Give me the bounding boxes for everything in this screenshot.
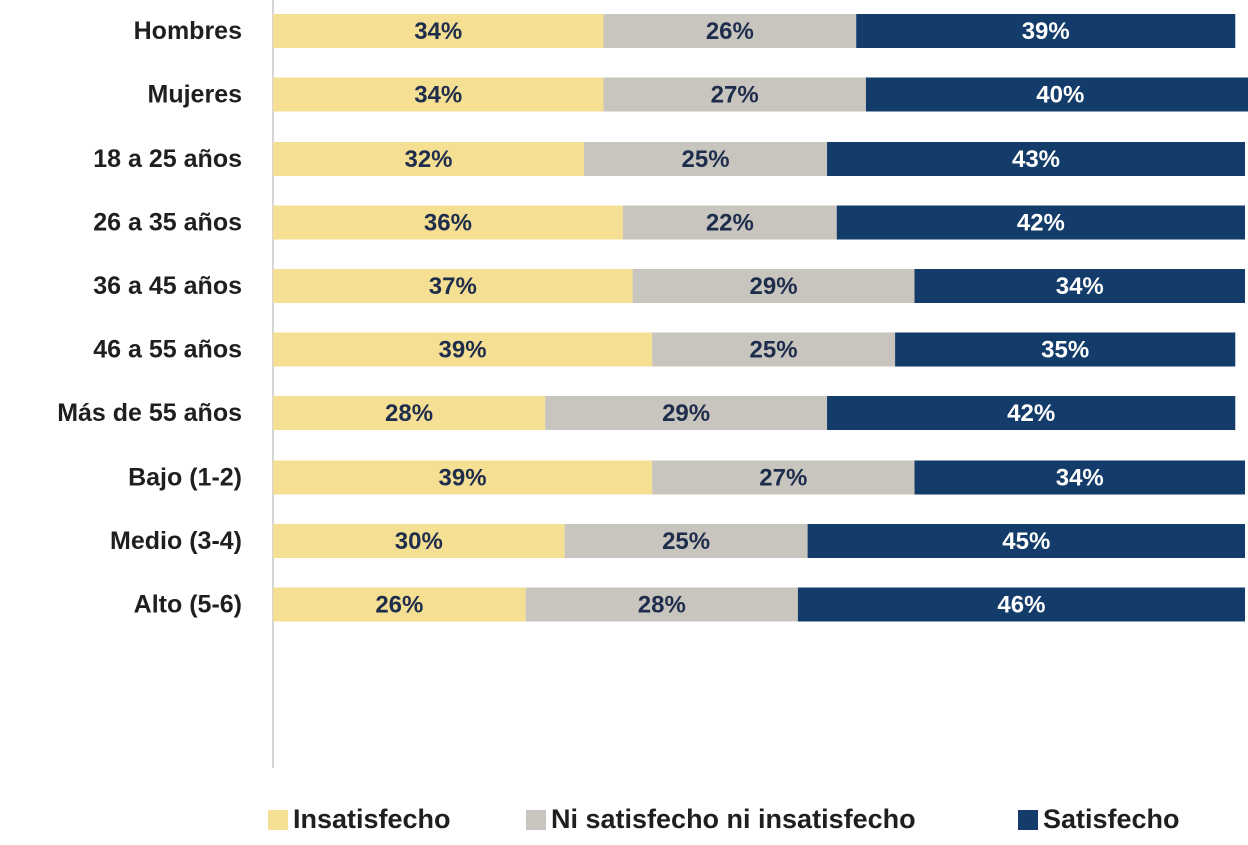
data-label: 40%: [1036, 82, 1084, 109]
data-label: 26%: [706, 18, 754, 45]
legend-swatch: [1018, 810, 1038, 830]
bar-segment-ni-satisfecho-ni-insatisfecho: [584, 142, 828, 176]
data-label: 34%: [1056, 465, 1104, 492]
bar-segment-satisfecho: [865, 77, 1248, 112]
category-label: Bajo (1-2): [128, 464, 242, 492]
legend-label: Satisfecho: [1043, 804, 1180, 834]
legend-label: Insatisfecho: [293, 804, 451, 834]
data-label: 28%: [638, 592, 686, 619]
data-label: 35%: [1041, 337, 1089, 364]
bar-segment-ni-satisfecho-ni-insatisfecho: [603, 14, 857, 48]
bar-segment-satisfecho: [895, 332, 1236, 367]
data-label: 46%: [997, 592, 1045, 619]
bar-segment-ni-satisfecho-ni-insatisfecho: [564, 524, 808, 558]
data-label: 22%: [706, 210, 754, 237]
bar-segment-satisfecho: [914, 269, 1245, 303]
bar-segment-satisfecho: [856, 14, 1236, 48]
bar-segment-insatisfecho: [273, 14, 604, 48]
bar-segment-ni-satisfecho-ni-insatisfecho: [652, 332, 896, 367]
legend-label: Ni satisfecho ni insatisfecho: [551, 804, 916, 834]
data-label: 28%: [385, 400, 433, 427]
data-label: 39%: [1022, 18, 1070, 45]
category-label: 26 a 35 años: [93, 209, 242, 237]
data-label: 27%: [759, 465, 807, 492]
bar-segment-insatisfecho: [273, 524, 565, 558]
data-label: 42%: [1017, 210, 1065, 237]
data-label: 39%: [439, 465, 487, 492]
bar-segment-ni-satisfecho-ni-insatisfecho: [525, 587, 798, 622]
bar-segment-ni-satisfecho-ni-insatisfecho: [622, 205, 837, 240]
bar-segment-ni-satisfecho-ni-insatisfecho: [652, 460, 915, 495]
category-label: Alto (5-6): [134, 591, 242, 619]
data-label: 25%: [750, 337, 798, 364]
category-label: Mujeres: [148, 81, 242, 109]
data-label: 36%: [424, 210, 472, 237]
bar-segment-insatisfecho: [273, 460, 653, 495]
data-label: 25%: [662, 528, 710, 555]
bar-segment-ni-satisfecho-ni-insatisfecho: [632, 269, 915, 303]
data-label: 27%: [711, 82, 759, 109]
legend-swatch: [268, 810, 288, 830]
bar-segment-insatisfecho: [273, 587, 526, 622]
bar-segment-satisfecho: [827, 396, 1236, 430]
data-label: 29%: [662, 400, 710, 427]
bar-segment-insatisfecho: [273, 332, 653, 367]
bar-segment-satisfecho: [797, 587, 1245, 622]
category-label: Hombres: [134, 17, 242, 45]
bar-segment-insatisfecho: [273, 142, 585, 176]
data-label: 29%: [750, 273, 798, 300]
category-label: 36 a 45 años: [93, 272, 242, 300]
bar-segment-satisfecho: [836, 205, 1245, 240]
data-label: 25%: [682, 146, 730, 173]
data-label: 34%: [1056, 273, 1104, 300]
bar-segment-insatisfecho: [273, 205, 623, 240]
bar-segment-ni-satisfecho-ni-insatisfecho: [603, 77, 866, 112]
data-label: 30%: [395, 528, 443, 555]
data-label: 26%: [375, 592, 423, 619]
data-label: 32%: [404, 146, 452, 173]
category-label: Medio (3-4): [110, 527, 242, 555]
data-label: 34%: [414, 18, 462, 45]
data-label: 43%: [1012, 146, 1060, 173]
data-label: 45%: [1002, 528, 1050, 555]
data-label: 34%: [414, 82, 462, 109]
data-label: 42%: [1007, 400, 1055, 427]
bar-segment-insatisfecho: [273, 269, 633, 303]
bar-segment-satisfecho: [827, 142, 1245, 176]
category-label: Más de 55 años: [57, 399, 242, 427]
bar-segment-satisfecho: [914, 460, 1245, 495]
legend-swatch: [526, 810, 546, 830]
bar-segment-satisfecho: [807, 524, 1245, 558]
bar-segment-insatisfecho: [273, 77, 604, 112]
data-label: 39%: [439, 337, 487, 364]
category-label: 18 a 25 años: [93, 145, 242, 173]
bar-segment-insatisfecho: [273, 396, 546, 430]
data-label: 37%: [429, 273, 477, 300]
bar-segment-ni-satisfecho-ni-insatisfecho: [545, 396, 828, 430]
category-label: 46 a 55 años: [93, 336, 242, 364]
